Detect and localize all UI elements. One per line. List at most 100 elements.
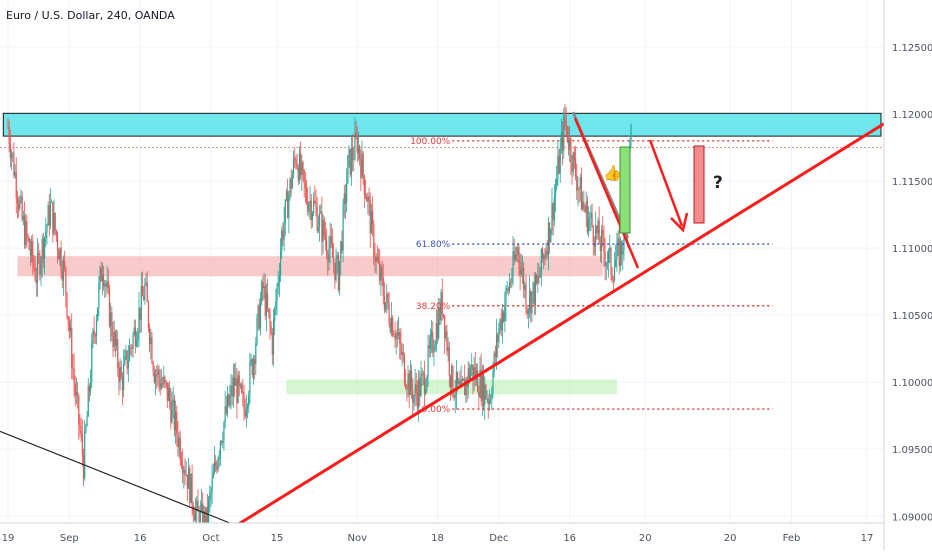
candle-body xyxy=(520,269,522,275)
candle-body xyxy=(211,477,213,492)
candle-body xyxy=(340,241,342,262)
candle-body xyxy=(533,282,535,305)
candle-body xyxy=(560,132,563,148)
candle-body xyxy=(238,375,240,386)
candle-body xyxy=(291,174,293,189)
candle-body xyxy=(26,221,28,236)
candle-body xyxy=(521,268,524,270)
candle-body xyxy=(471,364,473,370)
candle-body xyxy=(611,273,613,280)
candle-body xyxy=(110,312,112,327)
candle-body xyxy=(189,468,191,503)
candle-body xyxy=(416,392,419,408)
candle-body xyxy=(210,491,212,495)
candle-body xyxy=(243,393,245,411)
candle-body xyxy=(415,384,417,393)
candle-body xyxy=(338,261,341,290)
candle-body xyxy=(85,426,87,431)
candle-body xyxy=(329,236,331,249)
candle-body xyxy=(46,225,48,232)
candle-body xyxy=(237,375,239,403)
candle-body xyxy=(388,305,390,323)
candle-body xyxy=(375,256,377,262)
candle-body xyxy=(39,255,41,275)
candle-body xyxy=(485,384,487,399)
candle-body xyxy=(454,394,456,398)
candle-body xyxy=(421,373,423,376)
x-tick-label: Feb xyxy=(783,533,801,544)
candle-body xyxy=(278,275,280,283)
candle-body xyxy=(245,408,247,417)
candle-body xyxy=(593,242,596,247)
candle-body xyxy=(563,116,565,151)
candle-body xyxy=(179,437,181,461)
candle-body xyxy=(190,473,192,503)
candle-body xyxy=(350,148,352,175)
candle-body xyxy=(182,465,184,474)
candle-body xyxy=(187,468,190,489)
candle-body xyxy=(486,398,488,400)
candle-body xyxy=(62,260,65,281)
candle-body xyxy=(621,241,623,255)
candle-body xyxy=(392,317,394,336)
candle-body xyxy=(123,364,125,391)
candle-body xyxy=(8,127,10,145)
candle-body xyxy=(409,370,411,396)
candle-body xyxy=(58,250,60,260)
candle-body xyxy=(456,371,459,384)
candle-body xyxy=(219,441,221,455)
candle-body xyxy=(197,500,199,512)
candle-body xyxy=(269,312,271,326)
candle-body xyxy=(573,152,575,159)
candle-body xyxy=(540,248,542,274)
candle-body xyxy=(405,383,407,388)
price-axis-bg xyxy=(884,0,932,550)
candle-body xyxy=(622,250,624,255)
candle-body xyxy=(464,379,466,396)
candle-body xyxy=(458,381,460,384)
candle-body xyxy=(200,503,203,510)
candle-body xyxy=(145,282,147,284)
candle-body xyxy=(418,378,420,408)
candle-body xyxy=(282,230,284,240)
candle-body xyxy=(590,212,592,218)
candle-body xyxy=(361,153,363,178)
candle-body xyxy=(619,241,622,267)
candle-body xyxy=(586,201,588,232)
candle-body xyxy=(81,433,83,455)
candle-body xyxy=(228,394,230,406)
candle-body xyxy=(279,251,282,276)
candle-body xyxy=(553,196,555,221)
candle-body xyxy=(15,172,17,198)
candle-body xyxy=(462,379,465,381)
candle-body xyxy=(95,320,98,337)
y-tick-label: 1.11500 xyxy=(892,177,932,188)
candle-body xyxy=(613,267,616,281)
candle-body xyxy=(59,248,61,260)
candle-body xyxy=(346,183,348,204)
candle-body xyxy=(556,179,558,188)
candle-body xyxy=(133,327,135,336)
candle-body xyxy=(209,494,211,500)
candle-body xyxy=(263,285,265,288)
candle-body xyxy=(383,296,386,310)
candle-body xyxy=(414,384,416,397)
candle-body xyxy=(442,313,445,316)
candle-body xyxy=(393,335,395,337)
candle-body xyxy=(132,335,134,349)
candle-body xyxy=(102,274,105,287)
candle-body xyxy=(407,373,409,390)
chart-title: Euro / U.S. Dollar, 240, OANDA xyxy=(6,9,175,22)
candle-body xyxy=(461,379,463,381)
candle-body xyxy=(296,163,298,168)
candle-body xyxy=(441,292,443,314)
candle-body xyxy=(248,395,250,407)
candle-body xyxy=(387,293,389,306)
candle-body xyxy=(410,370,413,390)
candle-body xyxy=(55,230,57,237)
candle-body xyxy=(574,158,577,177)
candle-body xyxy=(477,370,479,393)
candle-body xyxy=(126,350,128,369)
candle-body xyxy=(341,241,343,251)
candle-body xyxy=(300,153,302,176)
